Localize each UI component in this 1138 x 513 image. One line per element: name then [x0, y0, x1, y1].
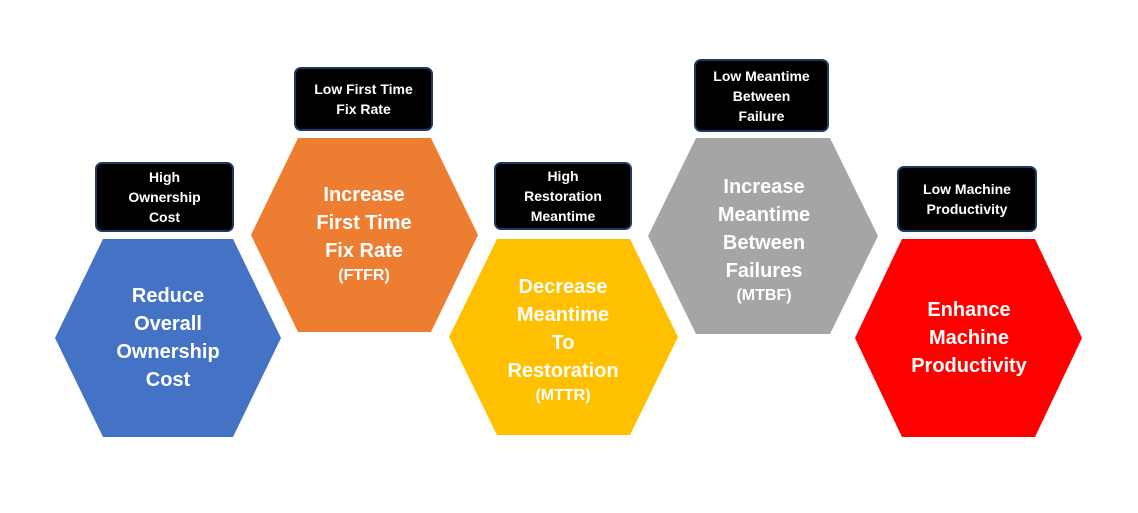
label-high-restoration-meantime: High Restoration Meantime [494, 162, 632, 230]
label-line: Cost [148, 209, 181, 225]
hex-line: Meantime [717, 204, 811, 226]
label-line: High [547, 168, 579, 184]
hex-line: Reduce [131, 285, 205, 307]
hex-text-enhance-productivity: Enhance Machine Productivity [869, 239, 1069, 437]
hex-line: Cost [145, 369, 191, 391]
label-line: Restoration [524, 188, 602, 204]
hexagon-increase-mtbf [648, 138, 878, 334]
hex-line: Restoration [507, 360, 619, 382]
hex-text-increase-mtbf: Increase Meantime Between Failures (MTBF… [664, 162, 864, 318]
hex-abbreviation: (MTTR) [535, 387, 591, 404]
label-line: Low Machine [923, 181, 1011, 197]
hex-text-decrease-mttr: Decrease Meantime To Restoration (MTTR) [463, 262, 663, 418]
hex-abbreviation: (MTBF) [736, 287, 792, 304]
hex-line: To [551, 332, 575, 354]
hex-line: Failures [725, 260, 803, 282]
label-low-meantime-between-failure: Low Meantime Between Failure [694, 59, 829, 132]
hexagon-reduce-ownership-cost [55, 239, 281, 437]
hex-line: Fix Rate [325, 240, 403, 262]
hex-text-increase-ftfr: Increase First Time Fix Rate (FTFR) [264, 146, 464, 322]
hex-line: Meantime [516, 304, 610, 326]
label-line: Low Meantime [713, 67, 810, 84]
hex-line: Productivity [911, 355, 1027, 377]
label-low-machine-productivity: Low Machine Productivity [897, 166, 1037, 232]
hex-text-reduce-ownership-cost: Reduce Overall Ownership Cost [68, 239, 268, 437]
hex-abbreviation: (FTFR) [338, 267, 390, 284]
label-low-first-time-fix-rate: Low First Time Fix Rate [294, 67, 433, 131]
hexagon-increase-ftfr [251, 138, 478, 332]
label-line: Failure [738, 107, 785, 124]
label-line: Ownership [128, 189, 201, 205]
hexagon-decrease-mttr [449, 239, 678, 435]
hex-line: Increase [723, 176, 805, 198]
hex-line: Increase [323, 184, 405, 206]
hex-line: Enhance [927, 299, 1011, 321]
label-line: Fix Rate [336, 101, 391, 117]
hex-line: Between [722, 232, 806, 254]
label-high-ownership-cost: High Ownership Cost [95, 162, 234, 232]
label-line: Between [732, 87, 791, 104]
hex-line: First Time [316, 212, 412, 234]
hexagon-enhance-productivity [855, 239, 1082, 437]
label-line: Productivity [926, 201, 1008, 217]
hex-line: Decrease [518, 276, 608, 298]
hex-line: Overall [134, 313, 202, 335]
label-line: Meantime [530, 208, 596, 224]
label-line: Low First Time [314, 81, 413, 97]
hex-line: Machine [928, 327, 1010, 349]
label-line: High [148, 169, 181, 185]
hex-line: Ownership [116, 341, 220, 363]
